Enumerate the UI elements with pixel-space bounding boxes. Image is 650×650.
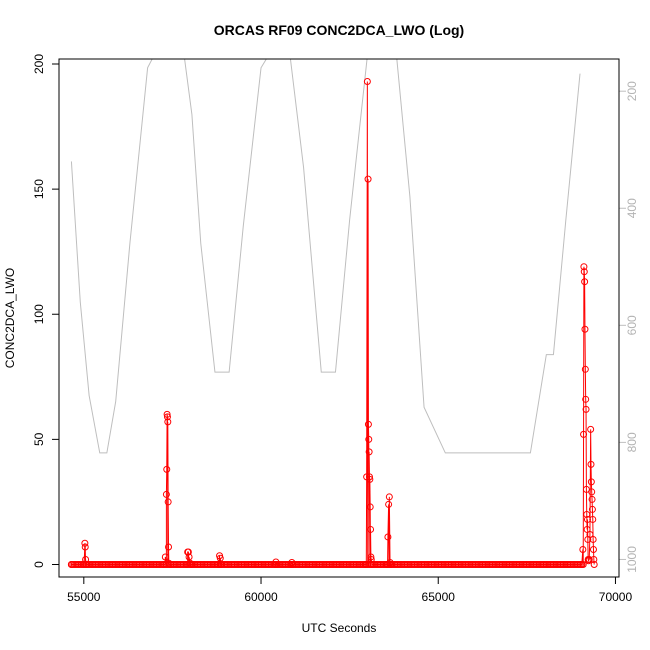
data-point [590, 555, 598, 563]
data-point [580, 430, 588, 438]
data-point [585, 555, 593, 563]
y-tick-label: 150 [32, 179, 46, 199]
axes: 55000 60000 65000 70000 0 50 100 150 200 200 400 60… [32, 54, 639, 604]
data-point [184, 548, 192, 556]
y2-tick-label: 400 [625, 198, 639, 218]
data-point [81, 543, 89, 551]
data-point [365, 473, 373, 481]
data-point [583, 510, 591, 518]
data-point [588, 495, 596, 503]
data-point [583, 515, 591, 523]
data-point [365, 435, 373, 443]
data-point [581, 325, 589, 333]
data-point [163, 413, 171, 421]
x-tick-label: 55000 [67, 590, 101, 604]
data-point [587, 478, 595, 486]
data-point [366, 503, 374, 511]
data-point [581, 365, 589, 373]
x-tick-label: 65000 [422, 590, 456, 604]
data-point [164, 418, 172, 426]
data-point [384, 533, 392, 541]
x-axis-label: UTC Seconds [302, 621, 377, 635]
data-point [163, 410, 171, 418]
data-point [365, 448, 373, 456]
data-point [587, 425, 595, 433]
chart-title: ORCAS RF09 CONC2DCA_LWO (Log) [214, 22, 464, 38]
plot-frame [58, 58, 620, 578]
data-point [589, 545, 597, 553]
y2-tick-label: 200 [625, 81, 639, 101]
primary-series [67, 78, 598, 568]
data-point [367, 553, 375, 561]
secondary-series-line [70, 59, 581, 454]
data-point [589, 515, 597, 523]
data-point [367, 525, 375, 533]
data-point [582, 405, 590, 413]
data-point [581, 278, 589, 286]
y-tick-label: 200 [32, 54, 46, 74]
data-point [165, 543, 173, 551]
y-tick-label: 50 [32, 432, 46, 446]
data-point [364, 420, 372, 428]
data-point [161, 553, 169, 561]
data-point [385, 493, 393, 501]
primary-series-line [71, 81, 595, 565]
data-point [164, 498, 172, 506]
data-point [385, 500, 393, 508]
data-point [81, 539, 89, 547]
data-point [587, 460, 595, 468]
data-point [579, 560, 587, 568]
data-point [364, 175, 372, 183]
y2-tick-label: 600 [625, 315, 639, 335]
data-point [582, 395, 590, 403]
data-point [588, 488, 596, 496]
y2-tick-label: 1000 [625, 546, 639, 573]
data-point [580, 263, 588, 271]
secondary-series [70, 59, 581, 454]
data-point [589, 535, 597, 543]
data-point [586, 530, 594, 538]
x-tick-label: 60000 [244, 590, 278, 604]
x-tick-label: 70000 [599, 590, 633, 604]
y-tick-label: 0 [32, 561, 46, 568]
data-point [580, 268, 588, 276]
data-point [579, 545, 587, 553]
data-point [363, 78, 371, 86]
data-point [163, 465, 171, 473]
y-axis-label: CONC2DCA_LWO [3, 268, 17, 368]
data-point [162, 490, 170, 498]
data-point [366, 475, 374, 483]
data-point [588, 505, 596, 513]
y-tick-label: 100 [32, 304, 46, 324]
y2-tick-label: 800 [625, 432, 639, 452]
data-point [590, 560, 598, 568]
